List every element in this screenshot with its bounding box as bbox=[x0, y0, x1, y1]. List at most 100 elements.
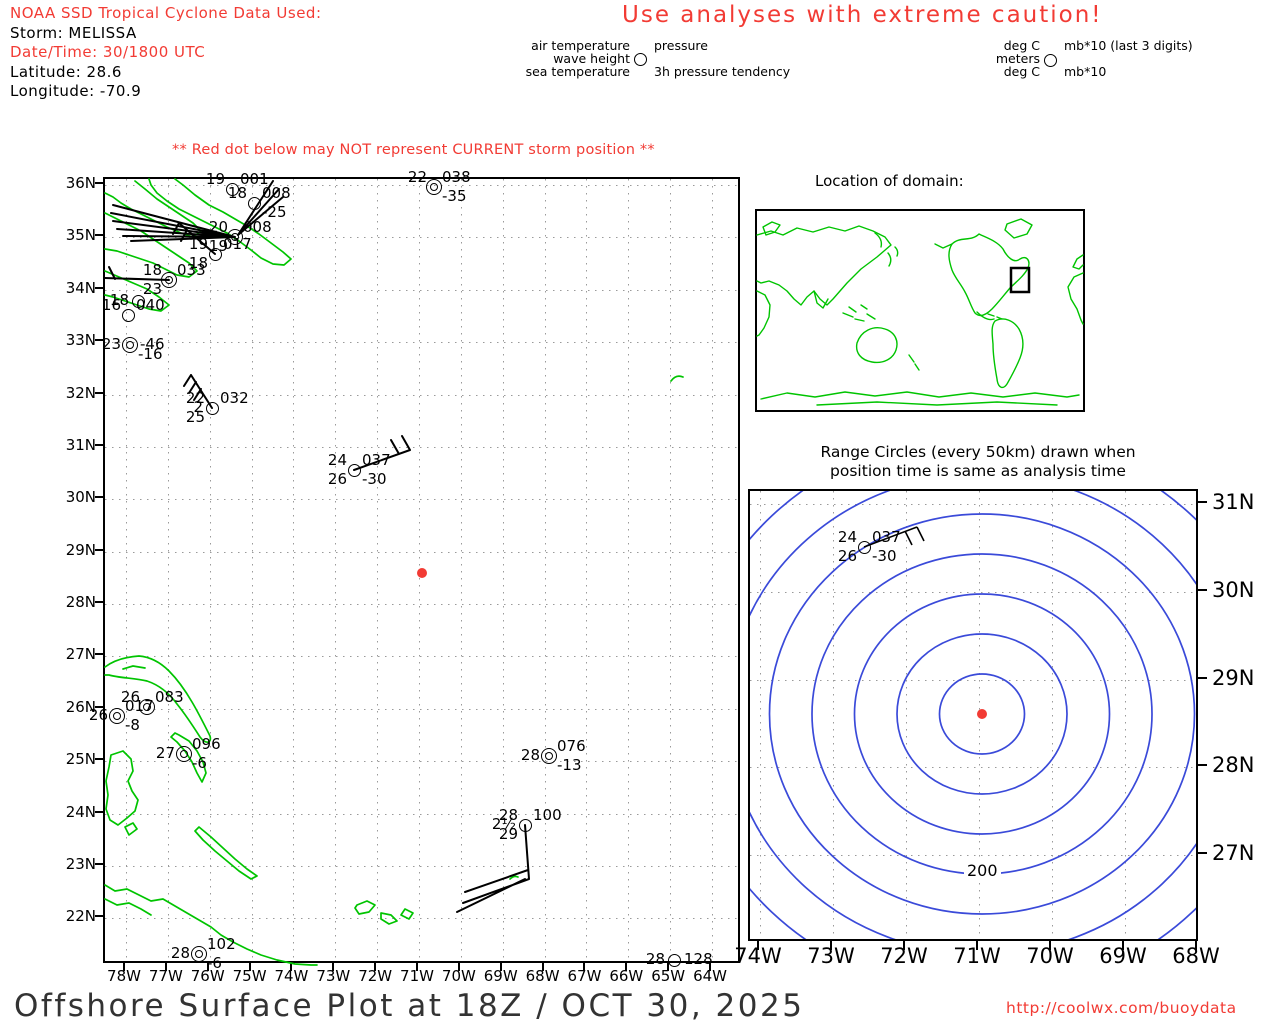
position-warning: ** Red dot below may NOT represent CURRE… bbox=[172, 142, 655, 158]
station-circle-icon bbox=[247, 196, 261, 210]
station-value-tr: 102 bbox=[207, 935, 236, 953]
station-circle-icon bbox=[347, 463, 361, 477]
lon-label: 68W bbox=[525, 967, 560, 985]
station-circle-icon bbox=[176, 746, 192, 762]
range-circle bbox=[938, 673, 1026, 755]
station-value-tl: 22 bbox=[407, 168, 427, 186]
lon-tick bbox=[290, 963, 293, 971]
station-circle-icon bbox=[113, 712, 121, 720]
station-value-tr: 008 bbox=[262, 184, 291, 202]
station-value-l: 23 bbox=[101, 335, 121, 353]
station-value-r: 128 bbox=[684, 950, 713, 968]
station-value-tr: 033 bbox=[177, 261, 206, 279]
legend-unit-mb10-bottom: mb*10 bbox=[1064, 63, 1107, 79]
lon-tick bbox=[457, 963, 460, 971]
grid-line bbox=[670, 179, 672, 961]
lon-tick bbox=[332, 963, 335, 971]
station-value-tr: 037 bbox=[362, 451, 391, 469]
station-circle-icon bbox=[161, 272, 177, 288]
map-art bbox=[104, 178, 684, 966]
lat-label: 36N bbox=[65, 174, 96, 192]
plot-title: Offshore Surface Plot at 18Z / OCT 30, 2… bbox=[14, 988, 805, 1024]
station-value-l: 28 bbox=[520, 746, 540, 764]
lat-tick bbox=[95, 548, 103, 551]
station-value-bl: 29 bbox=[498, 825, 518, 843]
lon-tick bbox=[499, 963, 502, 971]
station-circle-icon bbox=[426, 179, 442, 195]
lat-label: 24N bbox=[65, 802, 96, 821]
station-value-tl: 18 bbox=[227, 184, 247, 202]
station-value-l: 26 bbox=[88, 706, 108, 724]
lat-tick bbox=[95, 182, 103, 184]
lon-label: 76W bbox=[190, 967, 225, 985]
grid-line bbox=[105, 499, 738, 501]
lon-tick bbox=[248, 963, 251, 971]
station-circle-icon bbox=[180, 750, 188, 758]
station-circle-icon bbox=[541, 748, 557, 764]
world-coastline bbox=[756, 218, 1084, 406]
lat-label: 31N bbox=[65, 435, 96, 454]
grid-line bbox=[105, 551, 738, 553]
station-value-br: -30 bbox=[872, 547, 897, 565]
grid-line bbox=[105, 656, 738, 658]
lat-label: 23N bbox=[65, 854, 96, 873]
grid-line bbox=[544, 179, 546, 961]
lon-tick bbox=[416, 963, 419, 971]
lon-tick bbox=[667, 963, 670, 971]
grid-line bbox=[460, 179, 462, 961]
grid-line bbox=[750, 504, 1196, 505]
grid-line bbox=[1052, 491, 1053, 939]
grid-line bbox=[251, 179, 253, 961]
station-value-br: -6 bbox=[207, 954, 222, 972]
station-value-l: 18 bbox=[109, 291, 129, 309]
range-lat-label: 31N bbox=[1212, 490, 1255, 514]
range-lon-tick bbox=[1195, 941, 1197, 950]
lat-tick bbox=[95, 391, 103, 394]
lon-label: 69W bbox=[483, 967, 518, 985]
station-circle-icon bbox=[139, 699, 155, 715]
grid-line bbox=[105, 237, 738, 239]
grid-line bbox=[105, 604, 738, 606]
legend-wave-height: wave height bbox=[553, 50, 630, 66]
grid-line bbox=[750, 591, 1196, 593]
wind-barbs bbox=[104, 180, 530, 913]
lat-tick bbox=[95, 286, 103, 289]
station-value-bl: 18 bbox=[188, 254, 208, 272]
grid-line bbox=[377, 179, 379, 961]
station-value-tr: 001 bbox=[240, 170, 269, 188]
station-value-bl: 25 bbox=[185, 408, 205, 426]
grid-line bbox=[335, 179, 337, 961]
lat-tick bbox=[95, 915, 103, 918]
station-circle-icon bbox=[634, 53, 647, 66]
world-map-art bbox=[756, 218, 1084, 406]
station-value-bl: 26 bbox=[327, 470, 347, 488]
range-circle bbox=[896, 633, 1068, 795]
header-storm-line: Storm: MELISSA bbox=[10, 23, 137, 42]
legend-pressure: pressure bbox=[654, 38, 708, 53]
station-value-br: -13 bbox=[557, 756, 582, 774]
domain-rectangle bbox=[1009, 266, 1031, 294]
grid-line bbox=[105, 446, 738, 448]
lon-tick bbox=[583, 963, 586, 971]
lon-tick bbox=[541, 963, 544, 971]
grid-line bbox=[586, 179, 588, 961]
lon-label: 70W bbox=[441, 967, 476, 985]
range-lon-tick bbox=[830, 941, 832, 950]
station-circle-icon bbox=[545, 752, 553, 760]
lon-label: 72W bbox=[358, 967, 393, 985]
grid-line bbox=[105, 865, 738, 867]
grid-line bbox=[750, 767, 1196, 769]
lon-label: 73W bbox=[316, 967, 351, 985]
lat-label: 27N bbox=[65, 645, 96, 664]
station-value-tr: 037 bbox=[872, 528, 901, 546]
grid-line bbox=[126, 179, 127, 961]
lat-tick bbox=[95, 810, 103, 813]
grid-line bbox=[750, 679, 1196, 681]
station-value-br: -30 bbox=[362, 470, 387, 488]
lon-tick bbox=[709, 963, 712, 971]
station-circle-icon bbox=[430, 183, 438, 191]
wind-barb bbox=[863, 526, 925, 548]
legend-unit-degc-bottom: deg C bbox=[1003, 63, 1040, 79]
station-value-bl: 23 bbox=[142, 280, 162, 298]
lon-label: 71W bbox=[400, 967, 434, 985]
